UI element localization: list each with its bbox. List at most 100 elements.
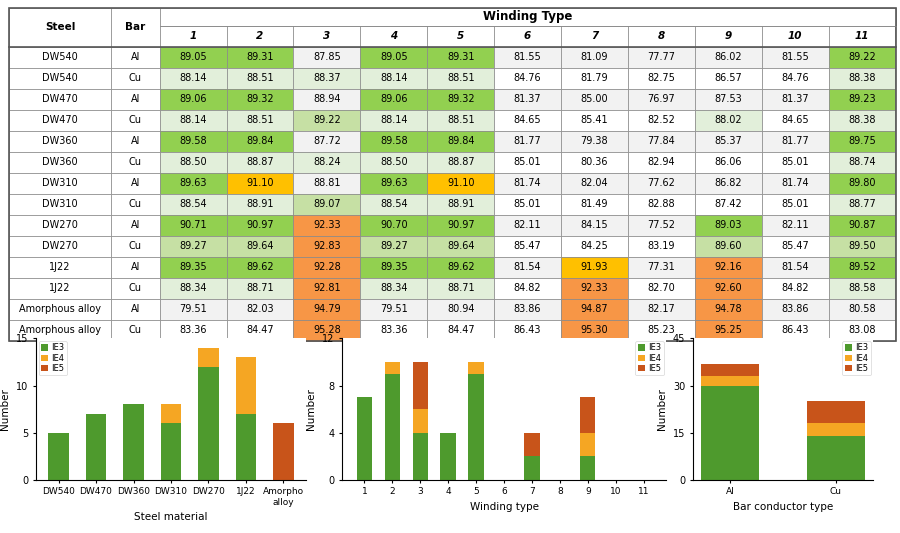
Bar [161, 423, 181, 480]
Bar [360, 152, 427, 173]
Bar [159, 320, 227, 341]
Text: 89.31: 89.31 [247, 52, 274, 62]
Bar [227, 236, 293, 257]
Bar [561, 89, 628, 110]
Text: 89.62: 89.62 [447, 262, 474, 272]
Text: 81.54: 81.54 [781, 262, 809, 272]
Bar [227, 257, 293, 278]
Text: 89.06: 89.06 [179, 94, 207, 104]
Bar [360, 257, 427, 278]
Legend: IE3, IE4, IE5: IE3, IE4, IE5 [39, 341, 67, 375]
Bar [111, 257, 159, 278]
Text: 77.62: 77.62 [647, 178, 675, 188]
Text: 89.31: 89.31 [447, 52, 474, 62]
Bar [384, 362, 400, 374]
Text: 85.47: 85.47 [514, 241, 542, 251]
Bar [628, 257, 695, 278]
Bar [9, 278, 111, 298]
Bar [761, 152, 829, 173]
Bar [561, 152, 628, 173]
Bar [561, 47, 628, 68]
Bar [227, 110, 293, 131]
Text: 85.01: 85.01 [781, 157, 809, 167]
Bar [360, 215, 427, 236]
Text: 88.14: 88.14 [380, 74, 408, 83]
Bar [123, 405, 144, 480]
Text: 88.51: 88.51 [447, 115, 474, 125]
Text: 89.32: 89.32 [247, 94, 274, 104]
Bar [428, 298, 494, 320]
Text: 92.81: 92.81 [313, 283, 341, 293]
Bar [561, 215, 628, 236]
Bar [829, 320, 896, 341]
Bar [628, 26, 695, 47]
Text: 92.33: 92.33 [313, 220, 341, 230]
Text: 2: 2 [256, 31, 264, 42]
Text: Cu: Cu [129, 115, 142, 125]
Bar [9, 257, 111, 278]
Text: Al: Al [130, 94, 140, 104]
Bar [628, 215, 695, 236]
Bar [761, 173, 829, 193]
Bar [293, 257, 360, 278]
Bar [159, 26, 227, 47]
Bar [293, 320, 360, 341]
Bar [524, 433, 540, 456]
Text: 84.82: 84.82 [781, 283, 809, 293]
Bar [9, 173, 111, 193]
Bar [293, 26, 360, 47]
Text: 9: 9 [724, 31, 732, 42]
Bar [761, 278, 829, 298]
Bar [360, 131, 427, 152]
Bar [806, 423, 865, 436]
Text: 89.27: 89.27 [380, 241, 408, 251]
Text: DW470: DW470 [42, 115, 77, 125]
Y-axis label: Number: Number [306, 388, 317, 430]
Text: 88.51: 88.51 [447, 74, 474, 83]
Bar [227, 131, 293, 152]
Bar [561, 110, 628, 131]
Bar [561, 257, 628, 278]
Text: 77.77: 77.77 [647, 52, 675, 62]
Text: 82.03: 82.03 [247, 304, 274, 314]
Text: Cu: Cu [129, 74, 142, 83]
Bar [561, 173, 628, 193]
Bar [159, 257, 227, 278]
Bar [111, 152, 159, 173]
Bar [761, 320, 829, 341]
Bar [293, 215, 360, 236]
Bar [236, 357, 256, 414]
Bar [628, 47, 695, 68]
Text: 88.14: 88.14 [179, 74, 207, 83]
Bar [428, 320, 494, 341]
Legend: IE3, IE4, IE5: IE3, IE4, IE5 [842, 341, 870, 375]
Bar [227, 298, 293, 320]
Bar [761, 236, 829, 257]
Text: 82.52: 82.52 [647, 115, 675, 125]
Bar [806, 401, 865, 423]
Bar [761, 89, 829, 110]
Bar [440, 433, 455, 480]
Bar [428, 131, 494, 152]
Text: 83.86: 83.86 [514, 304, 542, 314]
Bar [761, 68, 829, 89]
Bar [161, 405, 181, 423]
Text: 92.83: 92.83 [313, 241, 341, 251]
Bar [695, 236, 761, 257]
Text: 87.72: 87.72 [313, 136, 341, 146]
Bar [561, 131, 628, 152]
Text: 83.36: 83.36 [380, 325, 408, 335]
Text: 83.86: 83.86 [781, 304, 809, 314]
Bar [111, 110, 159, 131]
Text: 83.19: 83.19 [648, 241, 675, 251]
Text: 91.93: 91.93 [580, 262, 608, 272]
Text: 86.82: 86.82 [715, 178, 742, 188]
Text: 89.64: 89.64 [447, 241, 474, 251]
Bar [628, 110, 695, 131]
Text: 86.02: 86.02 [715, 52, 742, 62]
Bar [494, 193, 561, 215]
Text: 84.25: 84.25 [580, 241, 608, 251]
Bar [360, 26, 427, 47]
Bar [628, 298, 695, 320]
Bar [580, 456, 596, 480]
